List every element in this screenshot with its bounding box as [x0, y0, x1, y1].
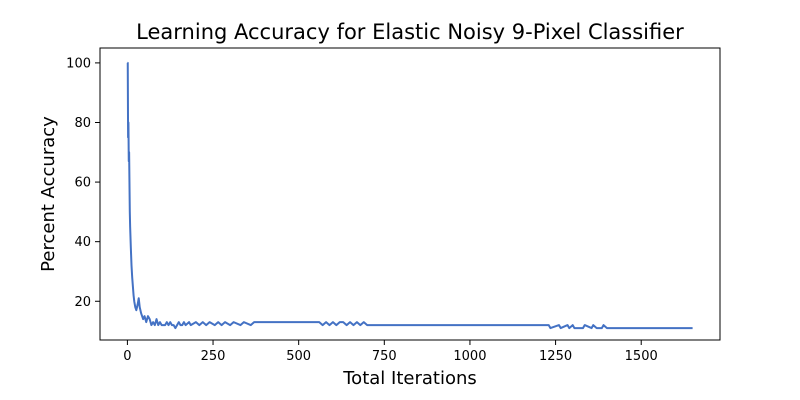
y-tick-label: 40 — [74, 235, 91, 250]
x-tick-label: 1000 — [453, 349, 486, 364]
plot-area — [99, 47, 721, 341]
accuracy-series-line — [126, 61, 693, 330]
x-tick-label: 0 — [123, 349, 131, 364]
y-tick-label: 20 — [74, 295, 91, 310]
y-tick-label: 60 — [74, 176, 91, 191]
y-tick-label: 80 — [74, 116, 91, 131]
y-axis-label: Percent Accuracy — [38, 116, 59, 272]
x-tick-label: 250 — [201, 349, 226, 364]
y-tick-label: 100 — [66, 56, 91, 71]
y-axis-ticks: 20 40 60 80 100 — [66, 56, 100, 310]
x-axis-label: Total Iterations — [342, 368, 477, 389]
plot-frame — [99, 47, 721, 341]
x-tick-label: 750 — [372, 349, 397, 364]
x-tick-label: 1250 — [539, 349, 572, 364]
x-tick-label: 500 — [286, 349, 311, 364]
chart-title: Learning Accuracy for Elastic Noisy 9-Pi… — [136, 20, 684, 44]
x-axis-ticks: 0 250 500 750 1000 1250 1500 — [123, 340, 658, 364]
x-tick-label: 1500 — [625, 349, 658, 364]
